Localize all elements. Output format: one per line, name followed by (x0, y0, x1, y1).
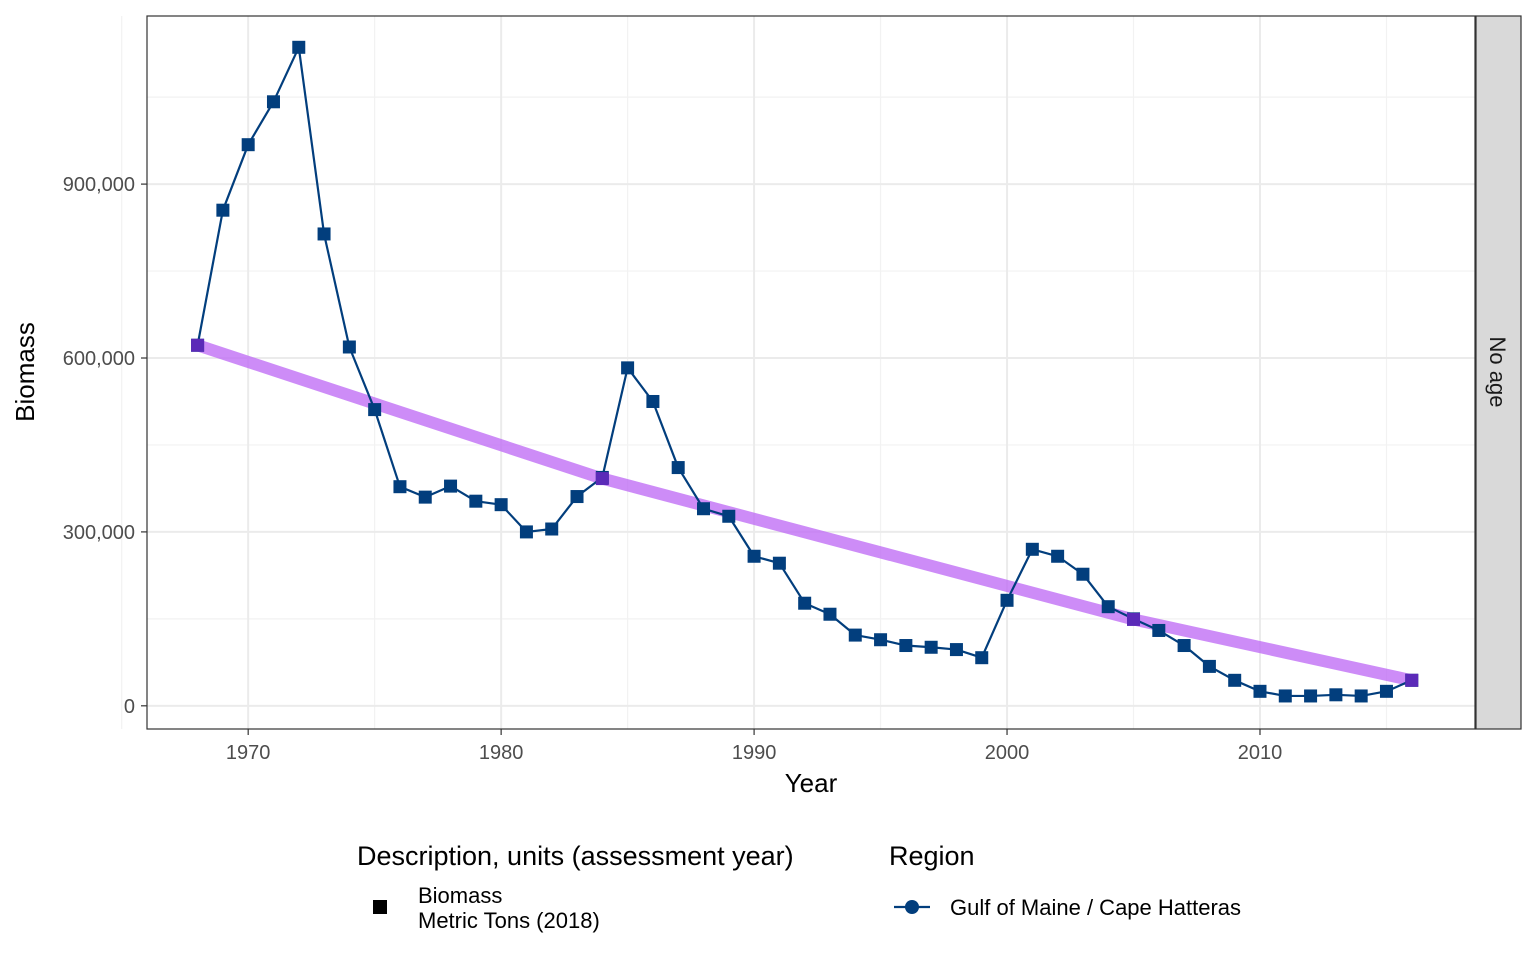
data-point (241, 138, 255, 152)
legend-region-title: Region (889, 841, 975, 871)
legend-description-line2: Metric Tons (2018) (418, 908, 600, 933)
data-point (1152, 623, 1166, 637)
data-point (570, 490, 584, 504)
y-tick-label: 300,000 (63, 522, 135, 544)
data-point (798, 596, 812, 610)
legend-description-line1: Biomass (418, 883, 502, 908)
data-point (545, 522, 559, 536)
x-axis-ticks: 1970 1980 1990 2000 2010 (226, 729, 1282, 764)
x-tick-label: 1980 (479, 742, 524, 764)
data-point (216, 203, 230, 217)
data-point (1329, 688, 1343, 702)
trend-layer (195, 339, 1414, 687)
data-point (317, 227, 331, 241)
y-tick-label: 900,000 (63, 174, 135, 196)
y-axis-title: Biomass (10, 322, 40, 422)
y-axis-ticks: 0 300,000 600,000 900,000 (63, 174, 147, 718)
trend-point (191, 338, 205, 352)
data-point (848, 628, 862, 642)
data-point (621, 361, 635, 375)
data-point (1025, 542, 1039, 556)
trend-point (1405, 673, 1419, 687)
trend-line (195, 339, 1414, 687)
data-point (1253, 684, 1267, 698)
data-point (823, 607, 837, 621)
data-point (1278, 689, 1292, 703)
grid-minor (121, 16, 1475, 729)
data-point (747, 549, 761, 563)
x-tick-label: 1970 (226, 742, 271, 764)
data-point (722, 509, 736, 523)
data-point (1177, 639, 1191, 653)
data-point (975, 651, 989, 665)
legend-square-key (373, 900, 387, 914)
data-point (696, 502, 710, 516)
y-tick-label: 600,000 (63, 348, 135, 370)
x-tick-label: 1990 (732, 742, 777, 764)
data-point (1228, 673, 1242, 687)
panel-border (146, 15, 1476, 730)
data-point (1379, 684, 1393, 698)
facet-strip-label: No age (1485, 337, 1510, 408)
data-point (266, 95, 280, 109)
legend-region-label: Gulf of Maine / Cape Hatteras (950, 895, 1241, 920)
data-point (1000, 593, 1014, 607)
data-point (519, 525, 533, 539)
data-point (874, 633, 888, 647)
data-point (949, 643, 963, 657)
data-point (1051, 549, 1065, 563)
data-point (772, 556, 786, 570)
data-point (418, 490, 432, 504)
data-point (671, 461, 685, 475)
data-point (469, 494, 483, 508)
data-point (646, 394, 660, 408)
facet-strip (1475, 15, 1522, 730)
series-layer (191, 40, 1419, 703)
legend: Description, units (assessment year) Bio… (357, 841, 1241, 933)
data-point (292, 40, 306, 54)
y-tick-label: 0 (124, 696, 135, 718)
trend-point (1127, 612, 1141, 626)
data-point (1354, 689, 1368, 703)
x-tick-label: 2010 (1238, 742, 1283, 764)
x-tick-label: 2000 (985, 742, 1030, 764)
data-point (1304, 689, 1318, 703)
data-point (494, 498, 508, 512)
data-point (393, 480, 407, 494)
data-point (924, 640, 938, 654)
data-point (342, 340, 356, 354)
legend-region-point-key (905, 900, 919, 914)
data-point (899, 639, 913, 653)
legend-description-title: Description, units (assessment year) (357, 841, 794, 871)
panel-background (147, 16, 1475, 729)
x-axis-title: Year (785, 768, 838, 798)
data-point (1076, 567, 1090, 581)
data-point (1101, 600, 1115, 614)
data-point (444, 479, 458, 493)
trend-point (595, 472, 609, 486)
data-point (1202, 659, 1216, 673)
data-point (368, 403, 382, 417)
